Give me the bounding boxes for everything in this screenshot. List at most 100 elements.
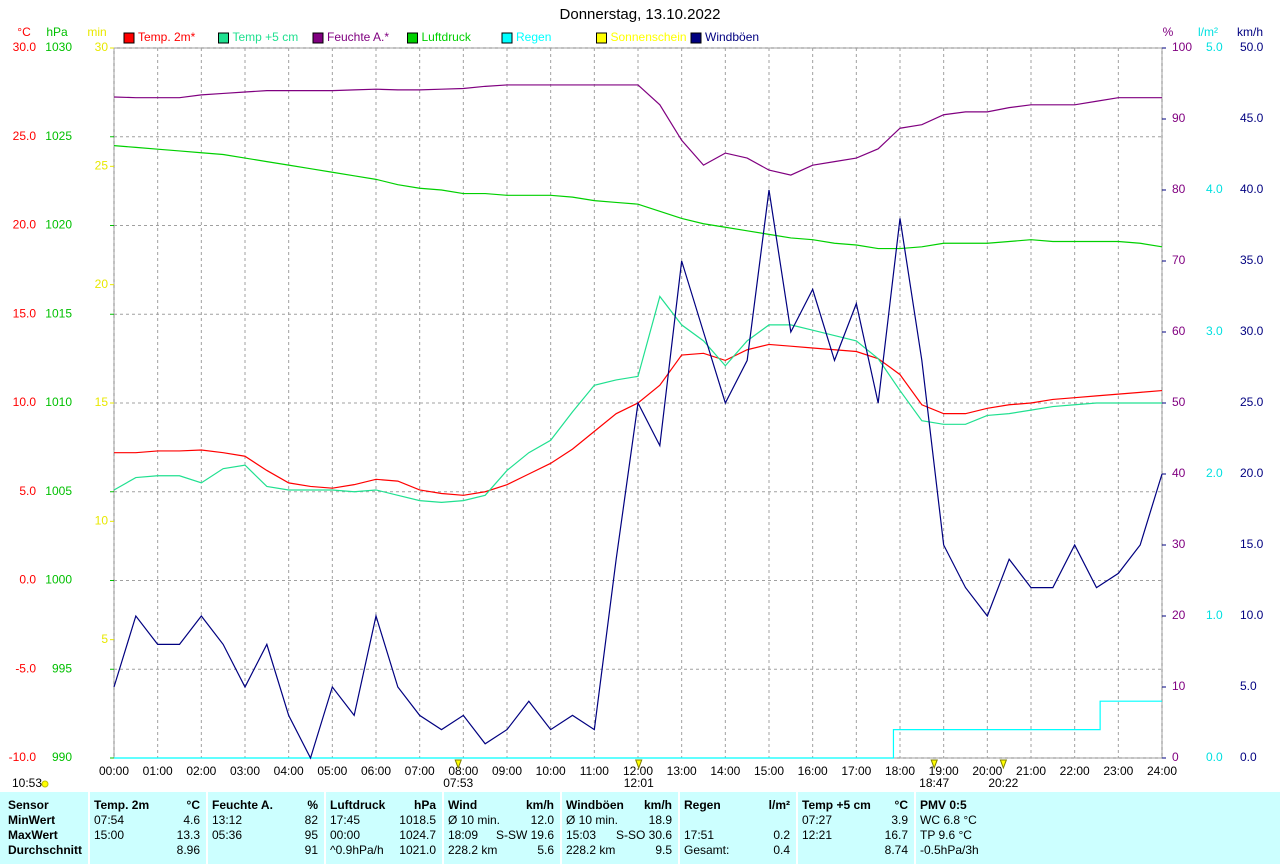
y-tick-label: 990: [52, 750, 72, 764]
y-tick-label: 15.0: [13, 306, 37, 320]
y-tick-label: 10.0: [13, 395, 37, 409]
column-separator: [442, 792, 444, 864]
axis-unit: km/h: [1237, 25, 1263, 39]
x-tick-label: 20:00: [972, 764, 1002, 778]
stats-cell: 17:51: [684, 828, 715, 842]
x-tick-label: 12:00: [623, 764, 653, 778]
series-line: [114, 700, 1162, 759]
legend-label: Regen: [516, 30, 551, 44]
stats-cell: Luftdruck: [330, 798, 386, 812]
legend-label: Temp +5 cm: [233, 30, 299, 44]
stats-cell: 16.7: [884, 828, 908, 842]
chart: Donnerstag, 13.10.2022 10:53 00:00 01:00 0…: [9, 6, 1264, 790]
y-tick-label: 1030: [45, 40, 72, 54]
x-tick-label: 14:00: [710, 764, 740, 778]
y-tick-label: 25.0: [1240, 395, 1264, 409]
y-tick-label: 10: [1172, 679, 1186, 693]
axis-unit: hPa: [46, 25, 68, 39]
stats-cell: 0.2: [773, 828, 790, 842]
x-tick-label: 02:00: [186, 764, 216, 778]
x-tick-label: 05:00: [317, 764, 347, 778]
y-tick-label: 995: [52, 661, 72, 675]
stats-cell: 228.2 km: [566, 843, 616, 857]
y-tick-label: 60: [1172, 324, 1186, 338]
stats-cell: 13.3: [176, 828, 200, 842]
stats-cell: 82: [304, 813, 318, 827]
y-tick-label: 5.0: [1206, 40, 1223, 54]
marker-icon: [635, 759, 643, 770]
stats-cell: 4.6: [183, 813, 200, 827]
stats-cell: Feuchte A.: [212, 798, 273, 812]
y-tick-label: 10.0: [1240, 608, 1264, 622]
stats-cell: 07:27: [802, 813, 833, 827]
column-separator: [914, 792, 916, 864]
x-tick-label: 01:00: [143, 764, 173, 778]
column-separator: [560, 792, 562, 864]
y-tick-label: 15: [95, 395, 109, 409]
legend-swatch: [123, 32, 135, 44]
series-line: [113, 84, 1162, 176]
legend-label: Feuchte A.*: [327, 30, 389, 44]
stats-cell: 5.6: [537, 843, 554, 857]
x-tick-label: 19:00: [929, 764, 959, 778]
y-tick-label: 1025: [45, 129, 72, 143]
stats-cell: 12:21: [802, 828, 833, 842]
x-tick-label: 04:00: [274, 764, 304, 778]
marker-label: 20:22: [988, 776, 1018, 790]
x-tick-label: 21:00: [1016, 764, 1046, 778]
y-tick-label: 20.0: [13, 218, 37, 232]
column-separator: [678, 792, 680, 864]
y-tick-label: 5.0: [1240, 679, 1257, 693]
x-tick-label: 07:00: [405, 764, 435, 778]
corner-note: 10:53: [12, 776, 42, 790]
stats-cell: %: [307, 798, 318, 812]
x-tick-label: 23:00: [1103, 764, 1133, 778]
y-tick-label: 1020: [45, 218, 72, 232]
y-tick-label: 2.0: [1206, 466, 1223, 480]
stats-cell: Ø 10 min.: [566, 813, 619, 827]
legend-swatch: [312, 32, 324, 44]
series-line: [113, 295, 1162, 504]
legend-label: Temp. 2m*: [138, 30, 196, 44]
y-tick-label: 5.0: [19, 484, 36, 498]
stats-cell: S-SW 19.6: [495, 828, 554, 842]
legend-label: Luftdruck: [422, 30, 472, 44]
stats-cell: 18.9: [648, 813, 672, 827]
axis-unit: %: [1163, 25, 1174, 39]
stats-cell: WC 6.8 °C: [920, 813, 977, 827]
stats-cell: ^0.9hPa/h: [330, 843, 384, 857]
stats-cell: 17:45: [330, 813, 361, 827]
y-tick-label: 0.0: [1240, 750, 1257, 764]
stats-cell: 1021.0: [399, 843, 436, 857]
series-line: [113, 189, 1163, 760]
y-tick-label: 25: [95, 159, 109, 173]
marker-icon: [454, 759, 462, 770]
axis-unit: °C: [17, 25, 31, 39]
y-tick-label: 20: [95, 277, 109, 291]
stats-cell: km/h: [525, 798, 554, 812]
y-tick-label: 70: [1172, 253, 1186, 267]
x-tick-label: 13:00: [667, 764, 697, 778]
stats-cell: Temp. 2m: [94, 798, 150, 812]
stats-cell: Sensor: [8, 798, 49, 812]
y-tick-label: 1015: [45, 306, 72, 320]
y-tick-label: 50: [1172, 395, 1186, 409]
stats-cell: 9.5: [655, 843, 672, 857]
y-tick-label: 50.0: [1240, 40, 1264, 54]
marker-label: 18:47: [919, 776, 949, 790]
stats-cell: °C: [894, 798, 908, 812]
y-tick-label: 10: [95, 514, 109, 528]
sun-icon: [41, 780, 49, 788]
axis-unit: l/m²: [1198, 25, 1218, 39]
stats-cell: Durchschnitt: [8, 843, 83, 857]
y-tick-label: 35.0: [1240, 253, 1264, 267]
x-tick-label: 22:00: [1060, 764, 1090, 778]
stats-cell: Regen: [684, 798, 721, 812]
marker-label: 07:53: [443, 776, 473, 790]
y-tick-label: 1005: [45, 484, 72, 498]
y-tick-label: 90: [1172, 111, 1186, 125]
legend-swatch: [690, 32, 702, 44]
y-tick-label: -5.0: [15, 661, 36, 675]
stats-cell: °C: [186, 798, 200, 812]
